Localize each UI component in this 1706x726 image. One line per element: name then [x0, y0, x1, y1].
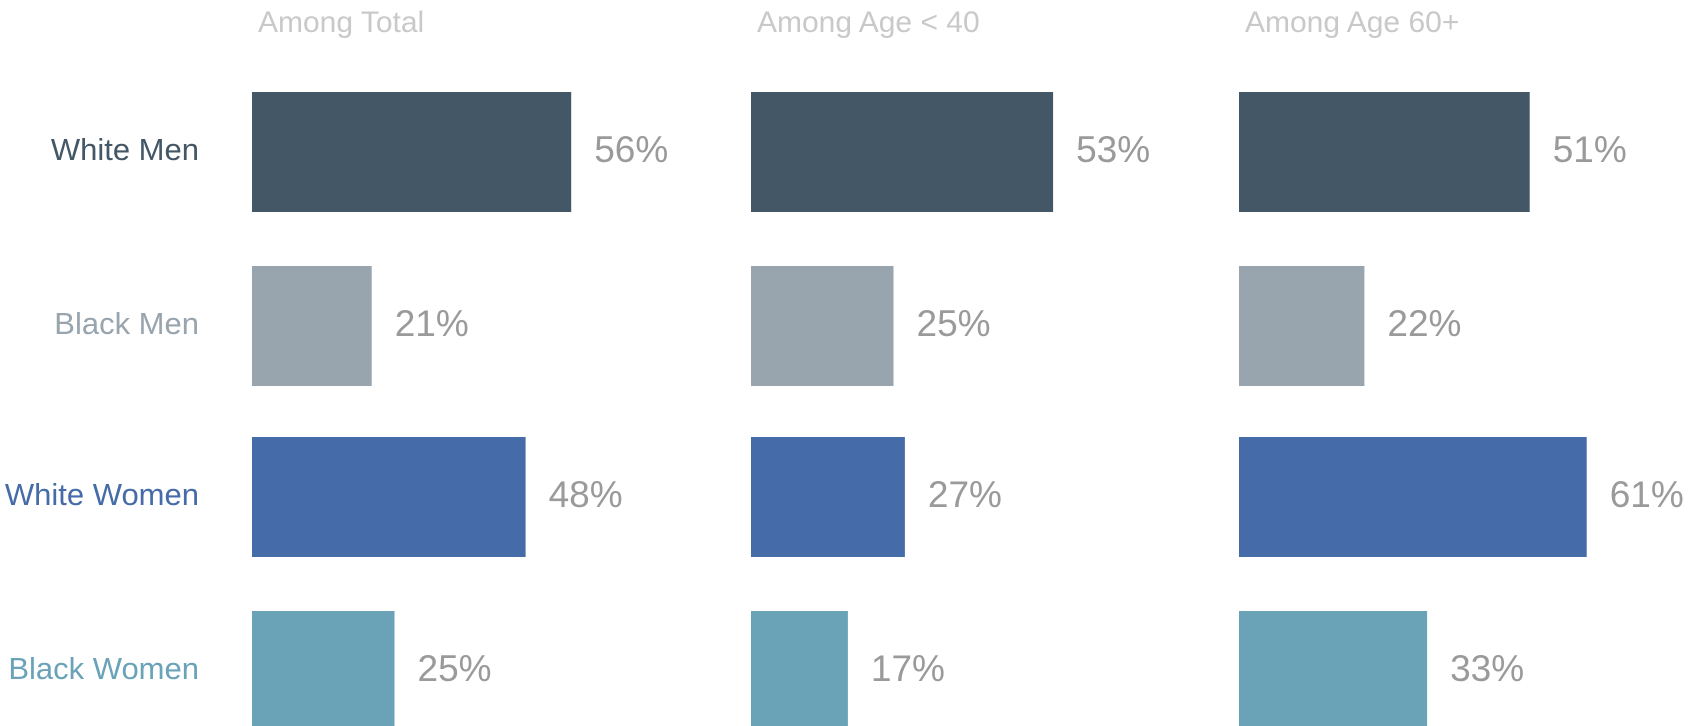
- bar: [751, 611, 848, 726]
- panel-title: Among Age 60+: [1245, 6, 1459, 39]
- value-label: 17%: [871, 648, 945, 689]
- value-label: 48%: [549, 474, 623, 515]
- bar: [1239, 266, 1365, 386]
- value-label: 53%: [1076, 129, 1150, 170]
- value-label: 25%: [418, 648, 492, 689]
- value-label: 21%: [395, 303, 469, 344]
- panel-title: Among Total: [258, 6, 424, 39]
- value-label: 56%: [594, 129, 668, 170]
- bar: [252, 611, 395, 726]
- bar: [1239, 437, 1587, 557]
- bar: [252, 92, 572, 212]
- value-label: 51%: [1553, 129, 1627, 170]
- category-label: White Men: [51, 132, 199, 167]
- value-label: 61%: [1610, 474, 1684, 515]
- bar: [751, 437, 905, 557]
- bar: [751, 92, 1054, 212]
- category-label: White Women: [5, 477, 199, 512]
- value-label: 33%: [1450, 648, 1524, 689]
- value-label: 22%: [1387, 303, 1461, 344]
- value-label: 27%: [928, 474, 1002, 515]
- bar: [252, 266, 372, 386]
- category-label: Black Women: [8, 651, 199, 686]
- category-label: Black Men: [54, 306, 199, 341]
- bar: [252, 437, 526, 557]
- bar: [751, 266, 894, 386]
- panel-title: Among Age < 40: [757, 6, 980, 39]
- bar: [1239, 92, 1530, 212]
- bar: [1239, 611, 1428, 726]
- value-label: 25%: [917, 303, 991, 344]
